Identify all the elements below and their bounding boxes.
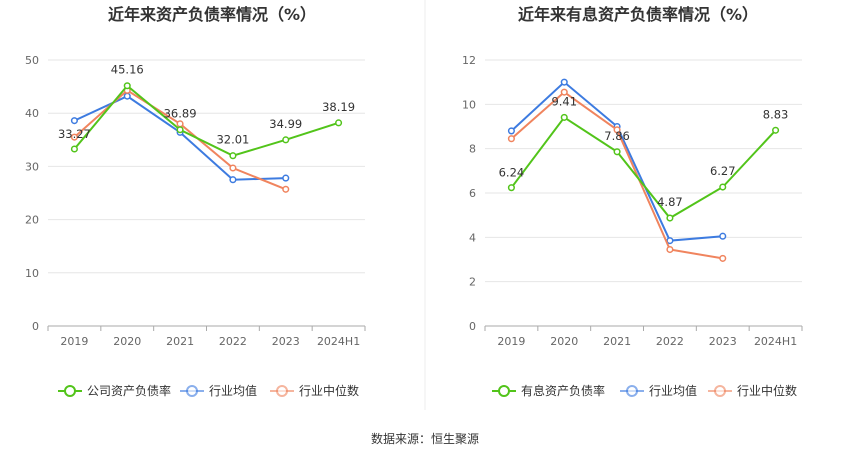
data-source: 数据来源：恒生聚源 — [371, 431, 479, 446]
data-point — [719, 183, 727, 191]
data-point — [123, 92, 131, 100]
data-point — [123, 82, 131, 90]
data-point — [229, 176, 237, 184]
y-tick-label: 6 — [469, 187, 476, 200]
legend-label: 有息资产负债率 — [521, 383, 605, 398]
data-label: 33.27 — [58, 127, 91, 141]
data-point — [507, 184, 515, 192]
data-label: 7.86 — [604, 129, 630, 143]
y-tick-label: 8 — [469, 143, 476, 156]
legend-item[interactable]: 行业中位数 — [270, 383, 359, 398]
data-point — [719, 232, 727, 240]
x-tick-label: 2021 — [603, 335, 631, 348]
legend-label: 公司资产负债率 — [87, 383, 171, 398]
series-line — [510, 90, 723, 260]
x-tick-label: 2021 — [166, 335, 194, 348]
chart-title: 近年来资产负债率情况（%） — [108, 5, 316, 24]
x-tick-label: 2024H1 — [317, 335, 360, 348]
x-tick-label: 2020 — [113, 335, 141, 348]
data-label: 6.24 — [499, 166, 525, 180]
data-point — [70, 117, 78, 125]
data-point — [719, 254, 727, 262]
data-label: 4.87 — [657, 195, 683, 209]
data-point — [70, 133, 78, 141]
chart-title: 近年来有息资产负债率情况（%） — [518, 5, 758, 24]
y-tick-label: 0 — [469, 320, 476, 333]
data-point — [507, 127, 515, 135]
series-line — [73, 84, 339, 157]
legend-marker — [276, 385, 288, 397]
legend-label: 行业中位数 — [737, 383, 797, 398]
legend-marker — [626, 385, 638, 397]
x-tick-label: 2023 — [272, 335, 300, 348]
data-point — [282, 136, 290, 144]
legend-marker — [186, 385, 198, 397]
data-point — [176, 120, 184, 128]
y-tick-label: 10 — [25, 267, 39, 280]
data-point — [560, 78, 568, 86]
x-tick-label: 2019 — [497, 335, 525, 348]
data-point — [560, 88, 568, 96]
data-point — [176, 126, 184, 134]
data-point — [507, 135, 515, 143]
data-point — [560, 113, 568, 121]
y-tick-label: 20 — [25, 214, 39, 227]
data-point — [666, 214, 674, 222]
x-tick-label: 2022 — [219, 335, 247, 348]
y-tick-label: 30 — [25, 160, 39, 173]
y-tick-label: 50 — [25, 54, 39, 67]
x-tick-label: 2022 — [656, 335, 684, 348]
y-tick-label: 0 — [32, 320, 39, 333]
data-point — [229, 164, 237, 172]
y-tick-label: 10 — [462, 98, 476, 111]
data-label: 8.83 — [763, 107, 789, 121]
legend-item[interactable]: 行业均值 — [620, 383, 697, 398]
data-point — [613, 148, 621, 156]
legend-item[interactable]: 有息资产负债率 — [492, 383, 605, 398]
y-tick-label: 2 — [469, 276, 476, 289]
series-line — [510, 116, 777, 220]
legend-marker — [64, 385, 76, 397]
data-label: 45.16 — [111, 63, 144, 77]
legend-label: 行业中位数 — [299, 383, 359, 398]
data-label: 34.99 — [269, 117, 302, 131]
data-label: 38.19 — [322, 100, 355, 114]
interest-debt-ratio-chart: 近年来有息资产负债率情况（%） 0 2 4 6 8 10 12 2019 2020 2021 2022… — [462, 5, 803, 398]
legend-label: 行业均值 — [209, 383, 257, 398]
legend-marker — [714, 385, 726, 397]
data-point — [666, 245, 674, 254]
x-tick-label: 2019 — [60, 335, 88, 348]
data-point — [229, 152, 237, 160]
data-point — [282, 174, 290, 182]
legend-label: 行业均值 — [649, 383, 697, 398]
x-tick-label: 2024H1 — [754, 335, 797, 348]
data-point — [772, 126, 780, 134]
legend-marker — [498, 385, 510, 397]
y-tick-label: 4 — [469, 231, 476, 244]
data-label: 6.27 — [710, 164, 736, 178]
data-point — [70, 145, 78, 153]
data-label: 36.89 — [164, 107, 197, 121]
x-tick-label: 2023 — [709, 335, 737, 348]
y-tick-label: 12 — [462, 54, 476, 67]
y-tick-label: 40 — [25, 107, 39, 120]
data-point — [282, 185, 290, 193]
series-line — [510, 80, 723, 242]
data-point — [666, 237, 674, 245]
data-label: 9.41 — [551, 94, 577, 108]
legend-item[interactable]: 行业中位数 — [708, 383, 797, 398]
data-point — [613, 126, 621, 134]
x-tick-label: 2020 — [550, 335, 578, 348]
legend-item[interactable]: 公司资产负债率 — [58, 383, 171, 398]
data-label: 32.01 — [216, 133, 249, 147]
data-point — [335, 119, 343, 127]
legend-item[interactable]: 行业均值 — [180, 383, 257, 398]
debt-ratio-chart: 近年来资产负债率情况（%） 0 10 20 30 40 50 2019 2020 2021 2022… — [25, 5, 366, 398]
